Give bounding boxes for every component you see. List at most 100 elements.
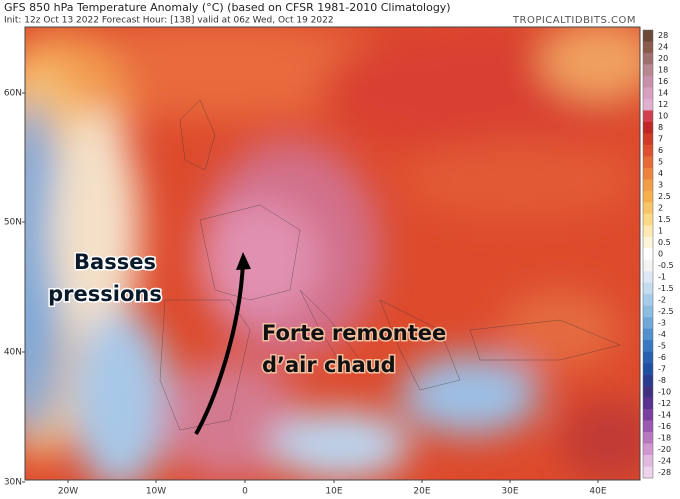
color-swatch [643, 374, 653, 387]
color-swatch [643, 213, 653, 226]
colorbar-label: 2 [658, 204, 663, 213]
color-swatch [643, 98, 653, 111]
longitude-label: 40E [589, 487, 606, 497]
colorbar-label: 16 [658, 77, 668, 86]
colorbar-label: -16 [658, 422, 671, 431]
colorbar-label: 7 [658, 135, 663, 144]
colorbar-label: -5 [658, 341, 666, 350]
color-swatch [643, 75, 653, 88]
axes: 60N 50N 40N 30N 20W 10W 0 10E 20E 30E 40E [4, 89, 607, 497]
colorbar: 28 24 20 18 16 14 12 10 8 7 6 5 4 3 2.5 2 1.5 1 0.5 0 -0.5 -1… [642, 29, 674, 479]
color-swatch [643, 328, 653, 341]
colorbar-label: -2.5 [658, 307, 674, 316]
color-swatch [643, 167, 653, 180]
colorbar-label: 3 [658, 181, 663, 190]
colorbar-label: 8 [658, 123, 663, 132]
color-swatch [643, 64, 653, 77]
colorbar-label: -7 [658, 364, 666, 373]
color-swatch [643, 443, 653, 456]
colorbar-label: -24 [658, 456, 671, 465]
longitude-label: 10W [146, 487, 166, 497]
title: GFS 850 hPa Temperature Anomaly (°C) (ba… [4, 1, 451, 14]
colorbar-label: 2.5 [658, 192, 671, 201]
map-frame [24, 26, 641, 481]
colorbar-label: -8 [658, 376, 666, 385]
colorbar-label: -4 [658, 330, 666, 339]
longitude-label: 0 [242, 487, 248, 497]
color-swatch [643, 144, 653, 157]
colorbar-label: -10 [658, 387, 671, 396]
colorbar-label: -2 [658, 295, 666, 304]
colorbar-label: -1.5 [658, 284, 674, 293]
color-swatch [643, 340, 653, 352]
colorbar-label: 10 [658, 112, 668, 121]
color-swatch [643, 236, 653, 249]
latitude-label: 40N [4, 348, 22, 358]
colorbar-label: 20 [658, 54, 668, 63]
arrow-head [236, 252, 251, 270]
annotation: d’air chaud [262, 353, 396, 377]
color-swatch [643, 259, 653, 272]
colorbar-label: -28 [658, 468, 671, 477]
colorbar-label: -1 [658, 272, 666, 281]
colorbar-label: 0 [658, 250, 663, 259]
map: Basses pressions Forte remontee d’air ch… [25, 27, 640, 480]
longitude-label: 30E [501, 487, 518, 497]
longitude-label: 10E [325, 487, 342, 497]
colorbar-label: -12 [658, 399, 671, 408]
color-swatch [643, 190, 653, 203]
latitude-label: 30N [4, 478, 22, 488]
color-swatch [643, 455, 653, 467]
colorbar-label: 14 [658, 89, 668, 98]
color-swatch [643, 87, 653, 100]
latitude-label: 60N [4, 89, 22, 99]
latitude-label: 50N [4, 218, 22, 228]
color-swatch [643, 248, 653, 261]
color-swatch [643, 432, 653, 444]
annotation: Forte remontee [262, 321, 446, 345]
color-swatch [643, 363, 653, 375]
colorbar-label: -0.5 [658, 261, 674, 270]
color-swatch [643, 282, 653, 295]
color-swatch [643, 271, 653, 284]
color-swatch [643, 409, 653, 421]
arrow [194, 261, 245, 435]
colorbar-label: 1 [658, 227, 663, 236]
site-name: TROPICALTIDBITS.COM [512, 15, 636, 26]
colorbar-label: -14 [658, 410, 671, 419]
color-swatch [643, 30, 653, 42]
colorbar-frame [642, 29, 654, 479]
colorbar-label: 5 [658, 158, 663, 167]
color-swatch [643, 41, 653, 54]
colorbar-label: -20 [658, 445, 671, 454]
colorbar-label: 1.5 [658, 215, 671, 224]
color-swatch [643, 386, 653, 398]
subtitle: Init: 12z Oct 13 2022 Forecast Hour: [13… [4, 16, 334, 26]
coastlines [159, 99, 621, 431]
colorbar-label: 28 [658, 31, 668, 40]
color-swatch [643, 179, 653, 192]
color-swatch [643, 225, 653, 238]
annotation: pressions [48, 282, 162, 306]
color-swatch [643, 52, 653, 65]
color-swatch [643, 294, 653, 306]
color-swatch [643, 317, 653, 329]
color-swatch [643, 420, 653, 433]
longitude-label: 20W [58, 487, 78, 497]
colorbar-label: 0.5 [658, 238, 671, 247]
colorbar-label: 4 [658, 169, 663, 178]
color-swatch [643, 466, 653, 479]
longitude-label: 20E [413, 487, 430, 497]
color-swatch [643, 133, 653, 146]
colorbar-label: -18 [658, 433, 671, 442]
annotation: Basses [74, 250, 156, 274]
color-swatch [643, 110, 653, 123]
colorbar-label: 18 [658, 66, 668, 75]
colorbar-label: 6 [658, 146, 663, 155]
colorbar-label: 12 [658, 100, 668, 109]
color-swatch [643, 305, 653, 318]
colorbar-label: -3 [658, 318, 666, 327]
colorbar-label: 24 [658, 43, 668, 52]
color-swatch [643, 202, 653, 215]
